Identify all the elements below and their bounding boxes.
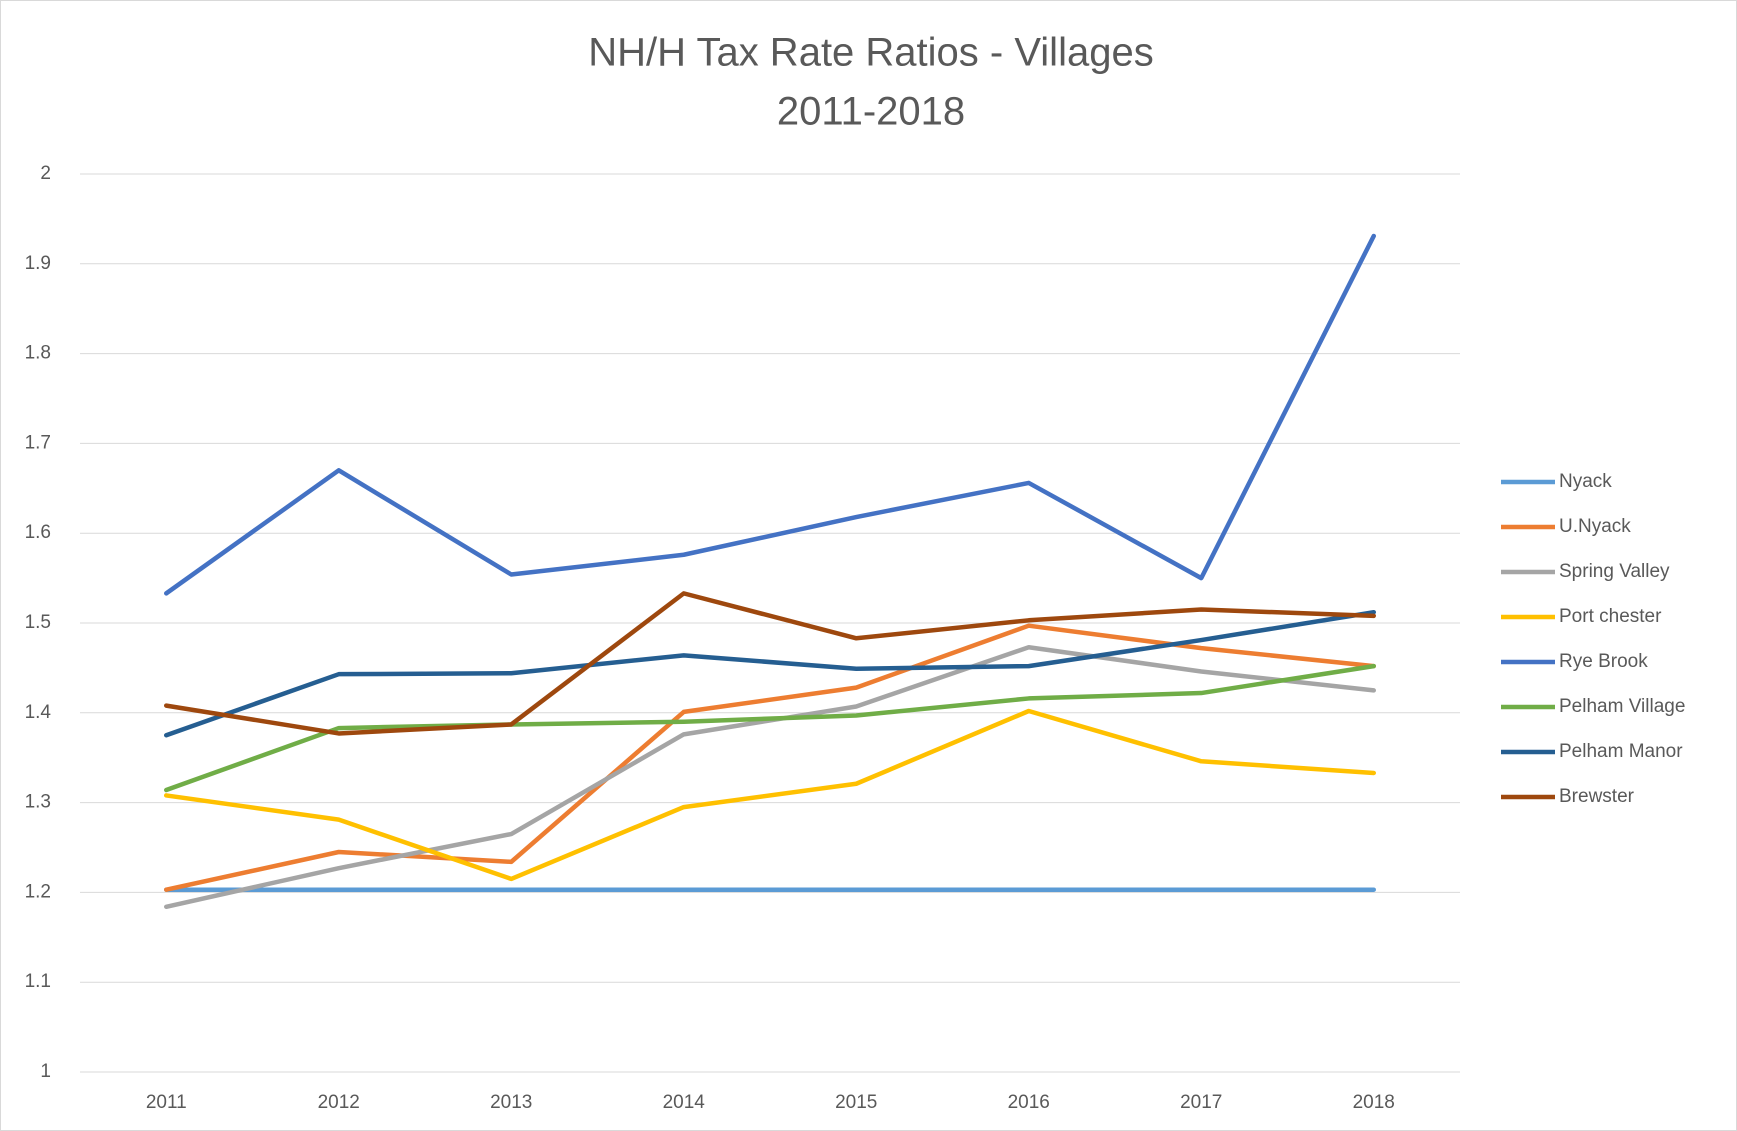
x-tick-label: 2017 (1180, 1092, 1222, 1113)
y-tick-label: 1.3 (25, 792, 51, 813)
x-tick-label: 2014 (663, 1092, 706, 1113)
series-line (164, 591, 1376, 736)
y-tick-label: 1.9 (25, 253, 51, 274)
y-tick-label: 1.1 (25, 971, 51, 992)
legend-label: Nyack (1559, 471, 1612, 492)
y-tick-label: 1.6 (25, 522, 51, 543)
legend-label: U.Nyack (1559, 516, 1631, 537)
series-line (164, 609, 1376, 738)
series-line (164, 663, 1376, 793)
y-tick-label: 1.5 (25, 612, 51, 633)
y-tick-label: 1.2 (25, 881, 51, 902)
x-tick-label: 2013 (490, 1092, 532, 1113)
x-tick-label: 2015 (835, 1092, 877, 1113)
legend-label: Rye Brook (1559, 651, 1648, 672)
chart-title: NH/H Tax Rate Ratios - Villages (588, 31, 1153, 75)
legend-label: Pelham Manor (1559, 741, 1683, 762)
series-line (164, 233, 1376, 596)
y-tick-label: 1.7 (25, 432, 51, 453)
y-tick-label: 1.8 (25, 343, 51, 364)
y-tick-label: 1 (40, 1061, 51, 1082)
x-tick-label: 2011 (146, 1092, 187, 1113)
legend-label: Port chester (1559, 606, 1662, 627)
legend-label: Spring Valley (1559, 561, 1670, 582)
y-tick-label: 2 (40, 163, 51, 184)
legend-label: Brewster (1559, 786, 1635, 807)
x-tick-label: 2018 (1353, 1092, 1395, 1113)
series-line (164, 708, 1376, 882)
chart-subtitle: 2011-2018 (777, 90, 965, 134)
legend-label: Pelham Village (1559, 696, 1685, 717)
x-tick-label: 2012 (318, 1092, 360, 1113)
y-tick-label: 1.4 (25, 702, 52, 723)
x-tick-label: 2016 (1008, 1092, 1050, 1113)
